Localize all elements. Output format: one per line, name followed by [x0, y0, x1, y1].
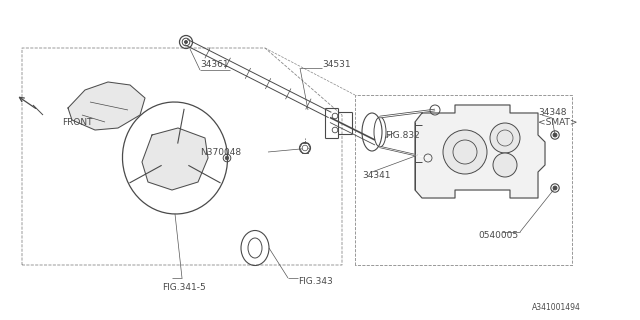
Text: 34341: 34341	[362, 171, 390, 180]
Polygon shape	[142, 128, 208, 190]
Circle shape	[490, 123, 520, 153]
Circle shape	[553, 133, 557, 137]
Text: 34361: 34361	[200, 60, 228, 68]
Circle shape	[443, 130, 487, 174]
Circle shape	[225, 156, 229, 160]
Text: FIG.343: FIG.343	[298, 277, 333, 286]
Text: 34531: 34531	[322, 60, 351, 68]
Text: <SMAT>: <SMAT>	[538, 117, 577, 126]
Text: FRONT: FRONT	[62, 117, 93, 126]
Text: FIG.832: FIG.832	[385, 131, 420, 140]
Text: A341001494: A341001494	[532, 303, 581, 313]
Text: 0540005: 0540005	[478, 230, 518, 239]
Polygon shape	[415, 105, 545, 198]
Circle shape	[493, 153, 517, 177]
Text: FIG.341-5: FIG.341-5	[162, 284, 205, 292]
Circle shape	[302, 145, 308, 151]
Text: 34348: 34348	[538, 108, 566, 116]
Polygon shape	[68, 82, 145, 130]
Text: N370048: N370048	[200, 148, 241, 156]
Circle shape	[184, 41, 188, 44]
Circle shape	[553, 186, 557, 190]
